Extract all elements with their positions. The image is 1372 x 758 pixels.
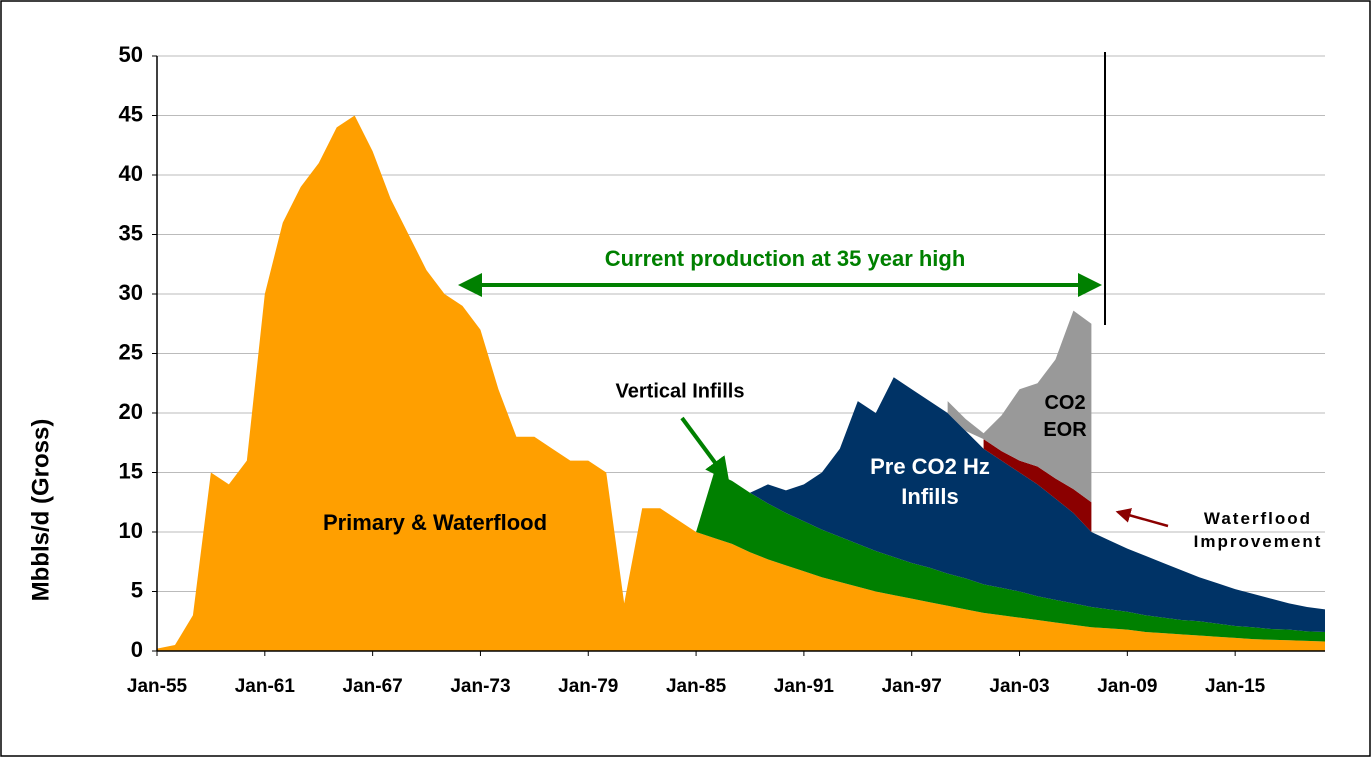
y-tick-label: 5	[131, 577, 143, 602]
annotation: Vertical Infills	[616, 380, 745, 402]
y-tick-label: 25	[119, 339, 143, 364]
x-tick-label: Jan-09	[1097, 676, 1157, 697]
y-tick-label: 50	[119, 42, 143, 67]
series-label: Waterflood Improvement	[1193, 509, 1323, 551]
area	[947, 310, 1092, 503]
x-tick-label: Jan-03	[989, 676, 1049, 697]
y-tick-label: 35	[119, 220, 143, 245]
x-tick-label: Jan-91	[774, 676, 835, 697]
y-tick-label: 10	[119, 518, 143, 543]
area	[157, 115, 1325, 651]
pointer-arrow	[1115, 508, 1169, 528]
x-tick-label: Jan-79	[558, 676, 618, 697]
x-tick-label: Jan-15	[1205, 676, 1266, 697]
annotation: Current production at 35 year high	[605, 246, 966, 271]
area	[157, 115, 1325, 649]
x-tick-label: Jan-55	[127, 676, 188, 697]
areas	[157, 115, 1325, 651]
x-tick-label: Jan-85	[666, 676, 727, 697]
y-tick-label: 0	[131, 637, 143, 662]
y-tick-label: 15	[119, 458, 143, 483]
y-tick-label: 20	[119, 399, 143, 424]
y-tick-label: 30	[119, 280, 143, 305]
x-tick-label: Jan-73	[450, 676, 510, 697]
x-tick-label: Jan-67	[343, 676, 403, 697]
series-label: CO2 EOR	[1043, 392, 1087, 441]
x-tick-label: Jan-61	[235, 676, 296, 697]
area	[157, 115, 1325, 649]
area	[983, 439, 1092, 532]
series-label: Primary & Waterflood	[322, 510, 548, 535]
axes: 0 5 10 15 20 25 30 35 40 45 50 Jan-55 Jan-61 Jan-67 Ja…	[119, 42, 1325, 697]
y-axis-title: Mbbls/d (Gross)	[27, 419, 54, 602]
pointer-arrow	[680, 416, 730, 482]
x-tick-label: Jan-97	[882, 676, 942, 697]
series-label: Pre CO2 Hz Infills	[870, 454, 990, 509]
y-tick-label: 40	[119, 161, 143, 186]
y-tick-label: 45	[119, 101, 143, 126]
